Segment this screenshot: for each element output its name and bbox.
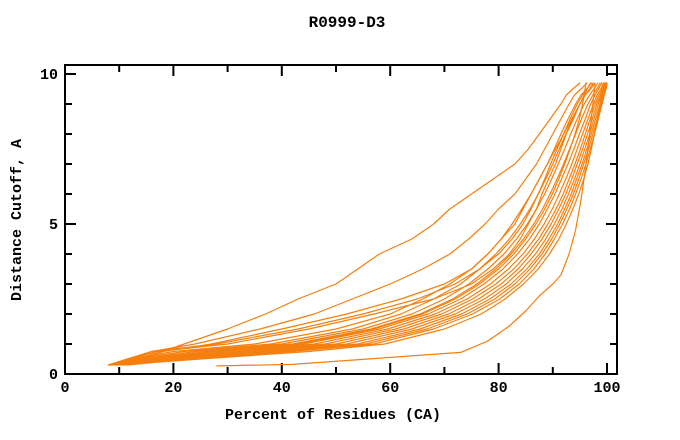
y-tick-label: 5 (49, 217, 58, 234)
model-curve (216, 83, 596, 367)
x-axis-label: Percent of Residues (CA) (225, 407, 441, 424)
model-curve (120, 82, 607, 366)
chart-title: R0999-D3 (309, 14, 386, 32)
model-curve (123, 82, 608, 366)
model-curve (115, 82, 607, 366)
model-curve (110, 82, 595, 366)
model-curve (107, 82, 592, 366)
model-curve (109, 82, 596, 366)
x-tick-label: 100 (593, 380, 620, 397)
axes-layer: 0 20 40 60 80 100 0 5 10 (40, 64, 621, 397)
model-curve (118, 82, 605, 366)
x-tick-label: 60 (381, 380, 399, 397)
y-tick-label: 10 (40, 67, 58, 84)
plot-border (64, 64, 618, 375)
model-curve (123, 82, 608, 366)
y-axis-label: Distance Cutoff, A (9, 139, 26, 301)
x-tick-label: 40 (273, 380, 291, 397)
model-curve (113, 82, 601, 366)
model-curve (118, 82, 581, 366)
model-curve (121, 82, 607, 366)
model-curve (114, 82, 603, 366)
model-curve (116, 82, 604, 366)
x-tick-label: 0 (60, 380, 69, 397)
model-curve (114, 82, 587, 366)
model-curve (107, 82, 593, 366)
model-curve (110, 82, 599, 366)
model-curves-layer (107, 82, 608, 367)
x-tick-label: 80 (490, 380, 508, 397)
model-curve (126, 82, 608, 366)
y-tick-label: 0 (49, 367, 58, 384)
model-curve (113, 82, 588, 366)
x-tick-label: 20 (164, 380, 182, 397)
